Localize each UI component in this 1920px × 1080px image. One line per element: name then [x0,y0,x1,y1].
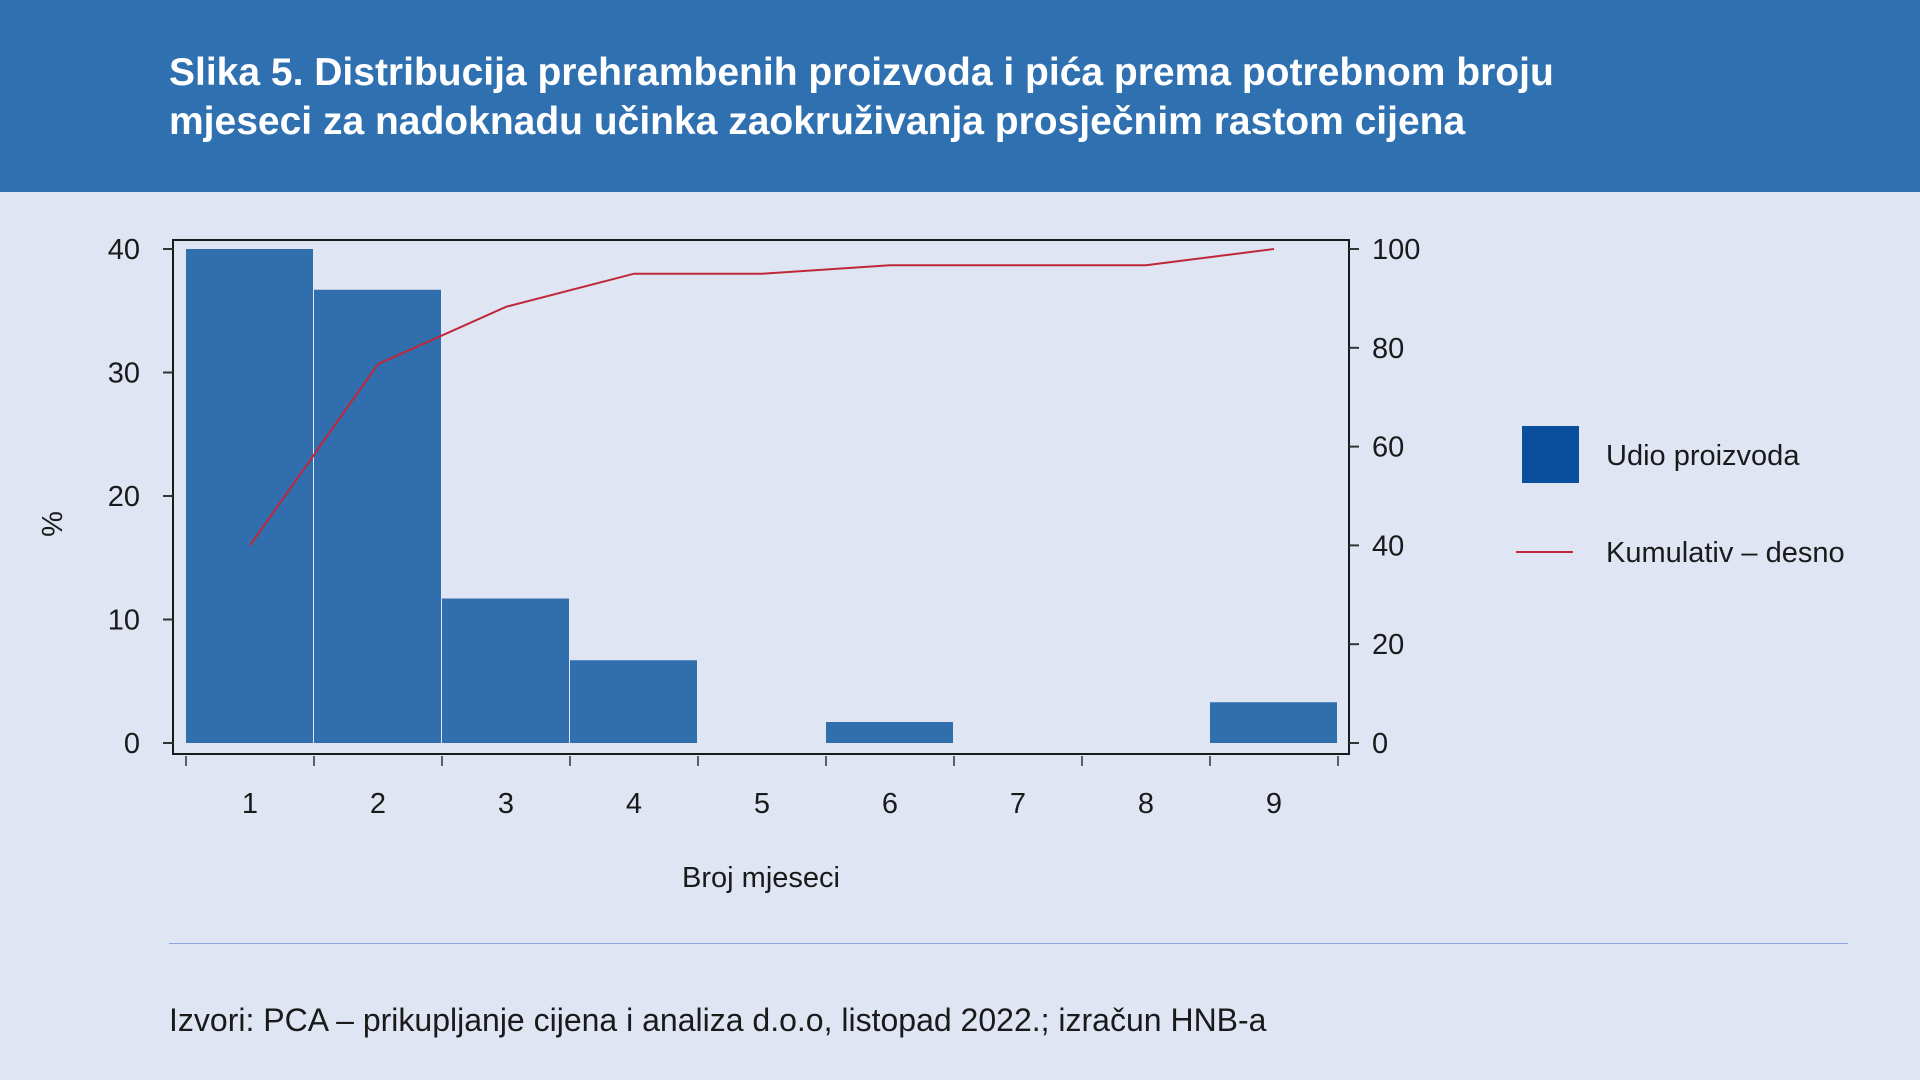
y-tick-label: 10 [108,605,140,637]
y2-tick-label: 40 [1372,530,1404,562]
y2-tick-label: 100 [1372,234,1420,266]
x-tick-label: 2 [370,788,386,820]
legend-bar-swatch [1522,426,1579,483]
x-tick-label: 3 [498,788,514,820]
header-bar: Slika 5. Distribucija prehrambenih proiz… [0,0,1920,192]
y-tick-label: 0 [124,728,140,760]
x-tick-label: 9 [1266,788,1282,820]
y2-tick-label: 80 [1372,333,1404,365]
x-tick-label: 1 [242,788,258,820]
chart-title: Slika 5. Distribucija prehrambenih proiz… [169,48,1869,146]
x-tick-label: 4 [626,788,642,820]
y-tick-label: 20 [108,481,140,513]
legend-bar-label: Udio proizvoda [1606,440,1800,472]
y-tick-label: 30 [108,358,140,390]
bar-9 [1210,702,1337,743]
bar-1 [186,249,313,743]
y-tick-label: 40 [108,234,140,266]
bar-4 [570,660,697,743]
legend-line-label: Kumulativ – desno [1606,537,1845,569]
title-line-2: mjeseci za nadoknadu učinka zaokruživanj… [169,100,1466,143]
y-axis-label: % [37,511,69,537]
x-tick-label: 8 [1138,788,1154,820]
x-axis-label: Broj mjeseci [682,862,840,894]
y2-tick-label: 20 [1372,629,1404,661]
bar-3 [442,598,569,743]
bar-2 [314,289,441,743]
bar-6 [826,722,953,743]
separator [169,943,1848,944]
title-line-1: Slika 5. Distribucija prehrambenih proiz… [169,51,1554,94]
x-tick-label: 5 [754,788,770,820]
x-tick-label: 6 [882,788,898,820]
source-note: Izvori: PCA – prikupljanje cijena i anal… [169,1002,1267,1038]
x-tick-label: 7 [1010,788,1026,820]
y2-tick-label: 60 [1372,432,1404,464]
y2-tick-label: 0 [1372,728,1388,760]
cumulative-line [249,248,1275,546]
